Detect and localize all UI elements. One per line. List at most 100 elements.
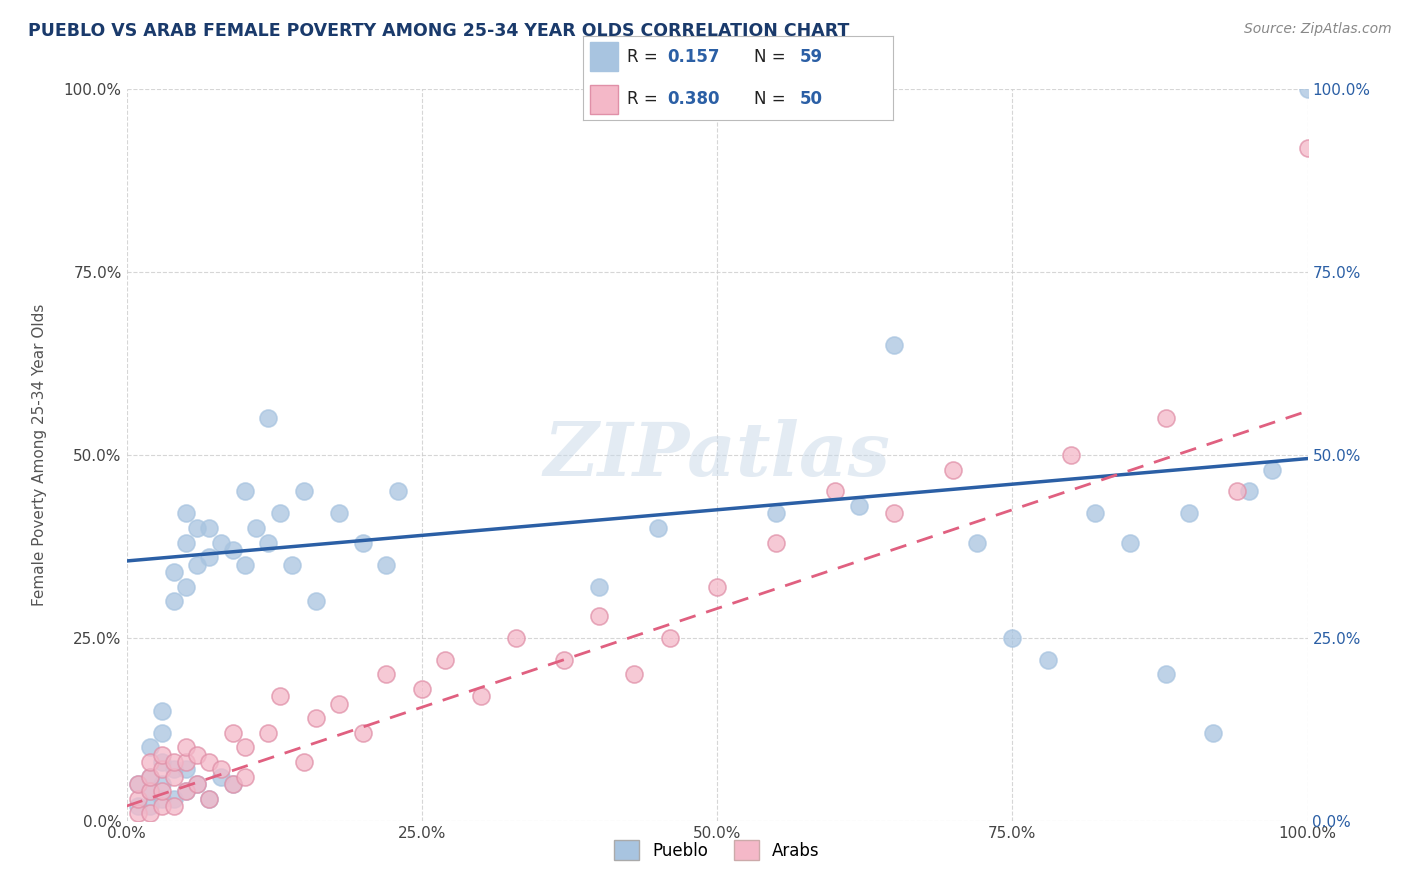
Point (222, 777, 245, 791)
Point (328, 507, 350, 521)
Point (269, 690, 291, 704)
Point (233, 770, 256, 784)
Point (127, 777, 149, 791)
Point (139, 770, 162, 784)
Text: 0.157: 0.157 (666, 48, 720, 66)
Point (150, 777, 173, 791)
Point (1296, 82, 1319, 96)
Point (198, 791, 221, 805)
Point (328, 697, 350, 711)
Point (245, 521, 267, 535)
Point (198, 755, 221, 769)
Point (139, 755, 162, 769)
Bar (589, 85, 617, 113)
Point (150, 784, 173, 798)
Point (174, 784, 197, 798)
Point (150, 763, 173, 777)
Point (127, 791, 149, 805)
Point (233, 484, 256, 499)
Point (824, 484, 846, 499)
Point (150, 791, 173, 805)
Point (292, 484, 315, 499)
Point (186, 521, 208, 535)
Point (186, 747, 208, 762)
Point (1084, 507, 1107, 521)
Point (588, 608, 610, 623)
Point (163, 791, 186, 805)
Point (127, 806, 149, 821)
Point (257, 411, 280, 425)
Point (174, 763, 197, 777)
Point (883, 507, 905, 521)
Point (304, 711, 326, 725)
Point (163, 594, 186, 608)
Point (765, 535, 787, 549)
Point (186, 777, 208, 791)
Point (1226, 484, 1249, 499)
Text: Source: ZipAtlas.com: Source: ZipAtlas.com (1244, 22, 1392, 37)
Point (352, 726, 374, 740)
Point (233, 558, 256, 572)
Text: N =: N = (754, 90, 790, 108)
Point (375, 558, 398, 572)
Text: 50: 50 (800, 90, 823, 108)
Point (186, 558, 208, 572)
Point (1036, 653, 1059, 667)
Point (883, 338, 905, 352)
Point (375, 667, 398, 681)
Point (209, 763, 232, 777)
Point (647, 521, 669, 535)
Text: 59: 59 (800, 48, 823, 66)
Point (848, 499, 870, 513)
Point (1237, 484, 1260, 499)
Point (1261, 462, 1284, 476)
Point (139, 799, 162, 814)
Y-axis label: Female Poverty Among 25-34 Year Olds: Female Poverty Among 25-34 Year Olds (32, 304, 46, 606)
Point (588, 580, 610, 594)
Point (198, 791, 221, 805)
Legend: Pueblo, Arabs: Pueblo, Arabs (607, 833, 827, 867)
Point (411, 681, 433, 696)
Point (658, 631, 681, 645)
Point (174, 507, 197, 521)
Point (966, 535, 988, 549)
Point (1154, 411, 1177, 425)
Point (163, 770, 186, 784)
Point (1119, 535, 1142, 549)
Point (281, 558, 304, 572)
Point (269, 507, 291, 521)
Point (139, 806, 162, 821)
Point (209, 770, 232, 784)
Point (174, 755, 197, 769)
Point (163, 799, 186, 814)
Point (209, 535, 232, 549)
Point (1202, 726, 1225, 740)
Point (174, 535, 197, 549)
Point (174, 740, 197, 755)
Point (470, 690, 492, 704)
Point (1178, 507, 1201, 521)
Text: PUEBLO VS ARAB FEMALE POVERTY AMONG 25-34 YEAR OLDS CORRELATION CHART: PUEBLO VS ARAB FEMALE POVERTY AMONG 25-3… (28, 22, 849, 40)
Point (434, 653, 457, 667)
Point (163, 565, 186, 579)
Point (139, 770, 162, 784)
Text: R =: R = (627, 48, 662, 66)
Point (352, 535, 374, 549)
Point (553, 653, 575, 667)
Point (233, 740, 256, 755)
Point (257, 726, 280, 740)
Point (1060, 448, 1083, 462)
Text: ZIPatlas: ZIPatlas (544, 418, 890, 491)
Point (198, 550, 221, 565)
Point (139, 740, 162, 755)
Point (222, 543, 245, 558)
Point (1001, 631, 1024, 645)
Point (623, 667, 645, 681)
Point (304, 594, 326, 608)
Text: 0.380: 0.380 (666, 90, 720, 108)
Point (942, 462, 965, 476)
Point (127, 777, 149, 791)
Point (186, 777, 208, 791)
Point (150, 726, 173, 740)
Text: N =: N = (754, 48, 790, 66)
